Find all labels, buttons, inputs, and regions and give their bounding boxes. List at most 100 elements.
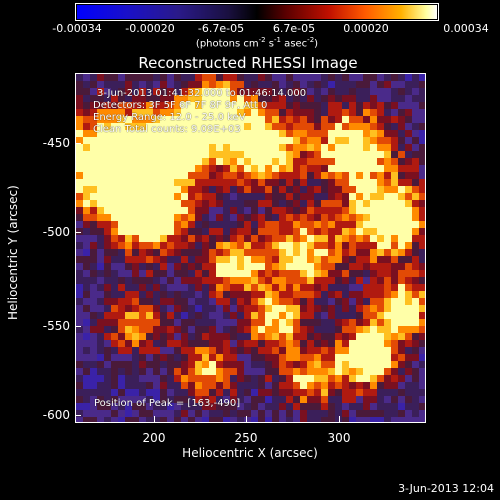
image-pixel bbox=[258, 144, 265, 151]
image-pixel bbox=[174, 270, 181, 277]
image-pixel bbox=[146, 74, 153, 81]
image-pixel bbox=[398, 228, 405, 235]
image-pixel bbox=[111, 116, 118, 123]
image-pixel bbox=[118, 277, 125, 284]
image-pixel bbox=[244, 319, 251, 326]
image-pixel bbox=[167, 249, 174, 256]
image-pixel bbox=[370, 95, 377, 102]
image-pixel bbox=[90, 312, 97, 319]
image-pixel bbox=[391, 214, 398, 221]
image-pixel bbox=[335, 102, 342, 109]
image-pixel bbox=[153, 123, 160, 130]
image-pixel bbox=[265, 263, 272, 270]
image-pixel bbox=[293, 95, 300, 102]
image-pixel bbox=[76, 123, 83, 130]
image-pixel bbox=[279, 88, 286, 95]
image-pixel bbox=[328, 305, 335, 312]
image-pixel bbox=[251, 144, 258, 151]
image-pixel bbox=[384, 102, 391, 109]
image-pixel bbox=[314, 186, 321, 193]
image-pixel bbox=[258, 249, 265, 256]
image-pixel bbox=[412, 375, 419, 382]
image-pixel bbox=[328, 74, 335, 81]
image-pixel bbox=[391, 179, 398, 186]
image-pixel bbox=[118, 312, 125, 319]
image-pixel bbox=[139, 403, 146, 410]
image-pixel bbox=[118, 137, 125, 144]
image-pixel bbox=[265, 270, 272, 277]
image-pixel bbox=[139, 102, 146, 109]
image-pixel bbox=[398, 284, 405, 291]
image-pixel bbox=[251, 130, 258, 137]
image-pixel bbox=[370, 382, 377, 389]
image-pixel bbox=[188, 249, 195, 256]
image-pixel bbox=[370, 256, 377, 263]
image-pixel bbox=[181, 256, 188, 263]
image-pixel bbox=[195, 263, 202, 270]
image-pixel bbox=[342, 144, 349, 151]
image-pixel bbox=[146, 270, 153, 277]
image-pixel bbox=[160, 277, 167, 284]
image-pixel bbox=[300, 123, 307, 130]
image-pixel bbox=[174, 95, 181, 102]
image-pixel bbox=[146, 298, 153, 305]
image-pixel bbox=[76, 235, 83, 242]
image-pixel bbox=[279, 221, 286, 228]
image-pixel bbox=[342, 326, 349, 333]
image-pixel bbox=[223, 382, 230, 389]
image-pixel bbox=[104, 417, 111, 422]
image-pixel bbox=[370, 221, 377, 228]
image-pixel bbox=[118, 375, 125, 382]
image-pixel bbox=[342, 361, 349, 368]
image-pixel bbox=[216, 186, 223, 193]
image-pixel bbox=[118, 116, 125, 123]
image-pixel bbox=[83, 109, 90, 116]
image-pixel bbox=[258, 270, 265, 277]
image-pixel bbox=[286, 410, 293, 417]
image-pixel bbox=[391, 221, 398, 228]
image-pixel bbox=[286, 172, 293, 179]
image-pixel bbox=[76, 179, 83, 186]
image-pixel bbox=[391, 88, 398, 95]
image-pixel bbox=[265, 256, 272, 263]
image-pixel bbox=[370, 81, 377, 88]
image-pixel bbox=[363, 165, 370, 172]
image-pixel bbox=[342, 312, 349, 319]
image-pixel bbox=[342, 270, 349, 277]
image-pixel bbox=[202, 158, 209, 165]
image-pixel bbox=[111, 403, 118, 410]
image-pixel bbox=[405, 235, 412, 242]
image-pixel bbox=[97, 109, 104, 116]
image-pixel bbox=[237, 193, 244, 200]
image-pixel bbox=[321, 368, 328, 375]
image-pixel bbox=[314, 382, 321, 389]
image-pixel bbox=[244, 144, 251, 151]
image-pixel bbox=[90, 74, 97, 81]
image-pixel bbox=[139, 312, 146, 319]
image-pixel bbox=[167, 207, 174, 214]
image-pixel bbox=[349, 130, 356, 137]
image-pixel bbox=[314, 158, 321, 165]
image-pixel bbox=[153, 137, 160, 144]
image-pixel bbox=[412, 263, 419, 270]
image-pixel bbox=[314, 242, 321, 249]
image-pixel bbox=[300, 277, 307, 284]
image-pixel bbox=[202, 228, 209, 235]
image-pixel bbox=[328, 319, 335, 326]
image-pixel bbox=[111, 130, 118, 137]
image-pixel bbox=[237, 312, 244, 319]
image-pixel bbox=[195, 403, 202, 410]
image-pixel bbox=[188, 151, 195, 158]
image-pixel bbox=[307, 200, 314, 207]
image-pixel bbox=[181, 375, 188, 382]
image-pixel bbox=[286, 403, 293, 410]
image-pixel bbox=[314, 417, 321, 422]
image-pixel bbox=[370, 214, 377, 221]
image-pixel bbox=[321, 375, 328, 382]
image-pixel bbox=[293, 333, 300, 340]
image-pixel bbox=[307, 305, 314, 312]
image-pixel bbox=[209, 130, 216, 137]
image-pixel bbox=[230, 298, 237, 305]
image-pixel bbox=[174, 284, 181, 291]
image-pixel bbox=[251, 249, 258, 256]
